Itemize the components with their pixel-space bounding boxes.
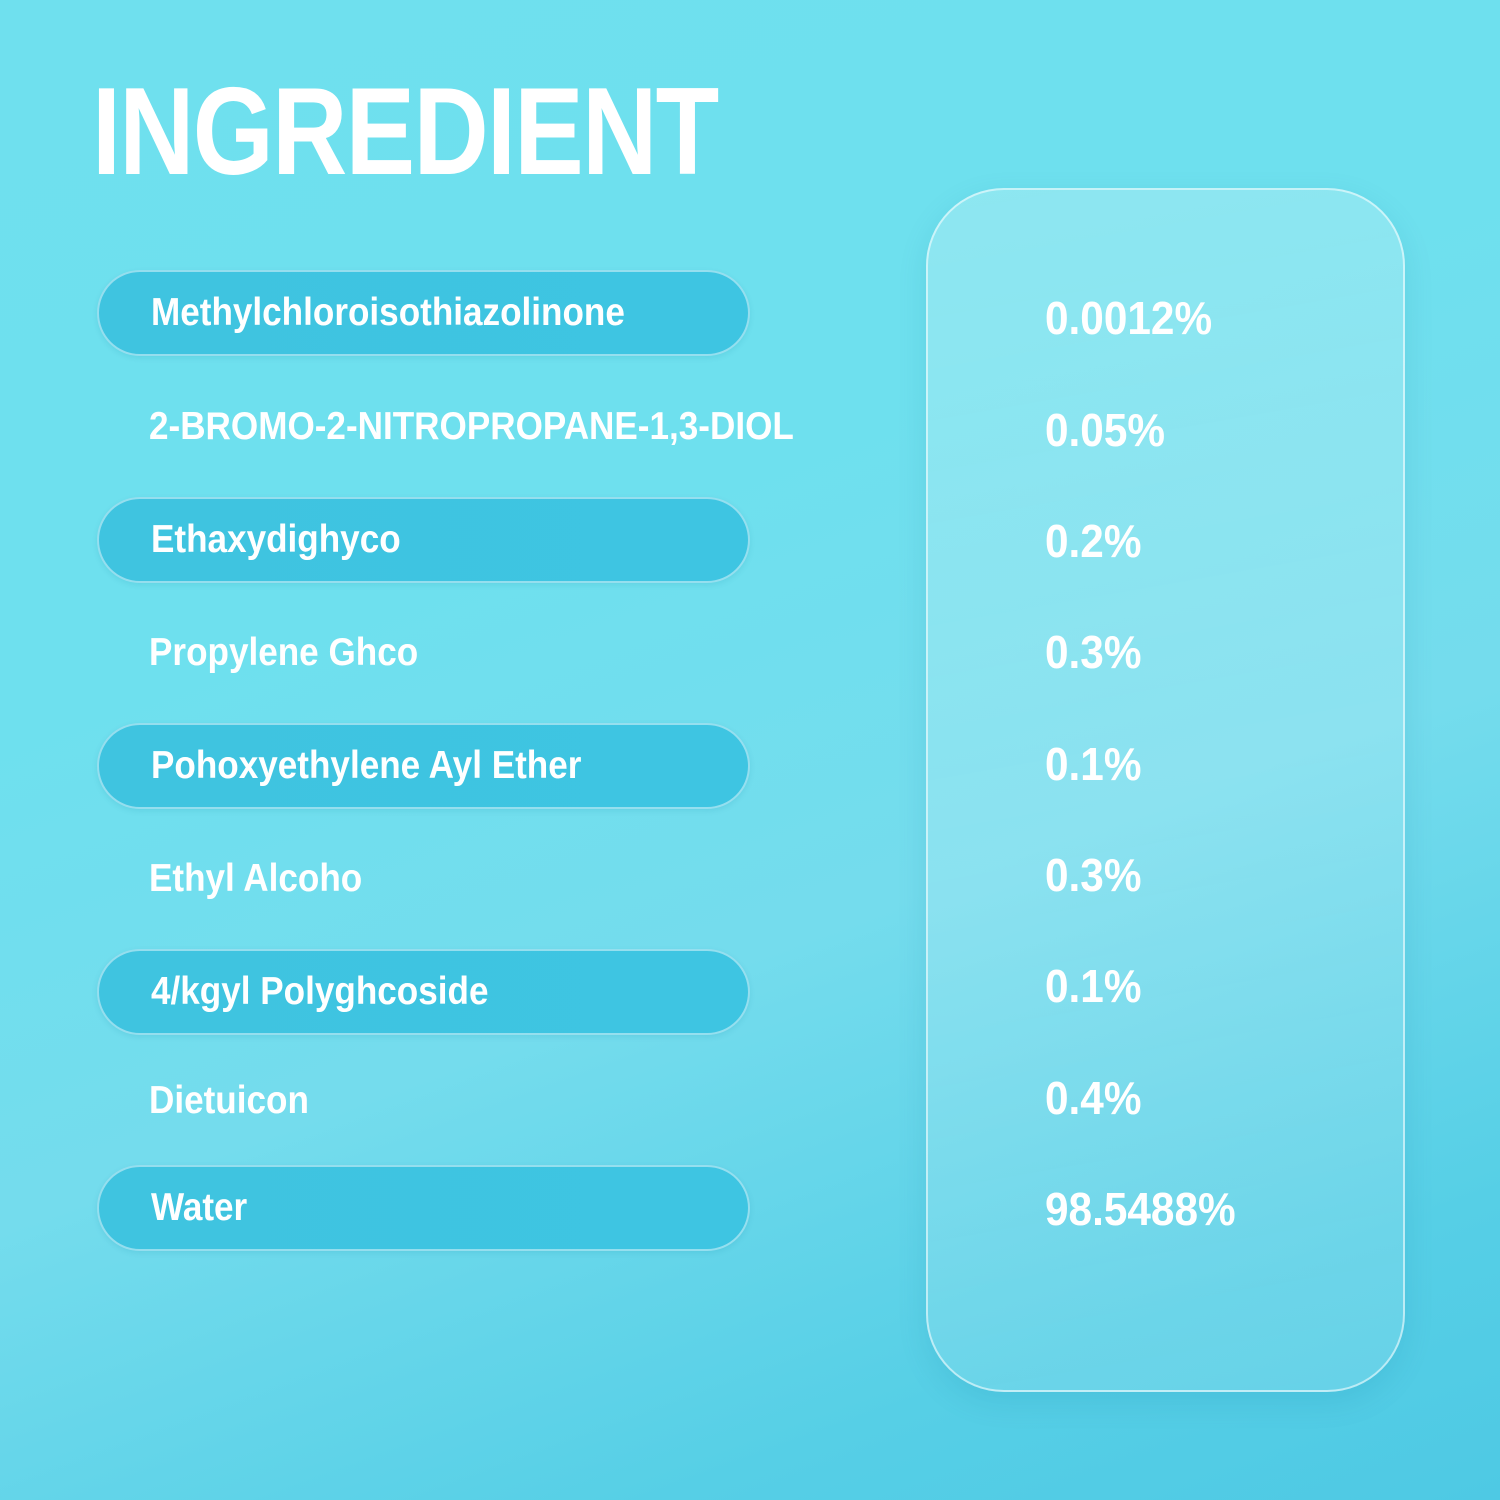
ingredient-percent: 0.1% (1045, 738, 1142, 790)
ingredient-row: Methylchloroisothiazolinone (97, 270, 750, 356)
ingredient-name: 2-BROMO-2-NITROPROPANE-1,3-DIOL (149, 405, 794, 448)
ingredient-row: Dietuicon (97, 1058, 750, 1144)
ingredient-percent: 0.1% (1045, 960, 1142, 1012)
ingredient-percent: 0.2% (1045, 515, 1142, 567)
ingredient-row: Water (97, 1165, 750, 1251)
ingredient-percent: 98.5488% (1045, 1183, 1236, 1235)
ingredient-name: Ethyl Alcoho (149, 857, 363, 900)
ingredient-percent: 0.0012% (1045, 292, 1213, 344)
ingredient-row: Propylene Ghco (97, 610, 750, 696)
ingredient-row: Ethaxydighyco (97, 497, 750, 583)
ingredient-row: 2-BROMO-2-NITROPROPANE-1,3-DIOL (97, 384, 794, 470)
ingredient-percent: 0.3% (1045, 626, 1142, 678)
ingredient-percent: 0.3% (1045, 849, 1142, 901)
ingredient-percent: 0.05% (1045, 404, 1166, 456)
ingredient-name: Methylchloroisothiazolinone (151, 291, 625, 334)
ingredient-percent: 0.4% (1045, 1072, 1142, 1124)
ingredient-name: Pohoxyethylene Ayl Ether (151, 744, 582, 787)
ingredient-name: Dietuicon (149, 1079, 309, 1122)
percentage-panel (926, 188, 1405, 1392)
ingredient-name: Ethaxydighyco (151, 518, 401, 561)
ingredient-name: Propylene Ghco (149, 631, 419, 674)
ingredient-row: 4/kgyl Polyghcoside (97, 949, 750, 1035)
ingredient-name: 4/kgyl Polyghcoside (151, 970, 489, 1013)
page-title: INGREDIENT (92, 63, 719, 201)
ingredient-row: Pohoxyethylene Ayl Ether (97, 723, 750, 809)
ingredient-row: Ethyl Alcoho (97, 836, 750, 922)
ingredient-name: Water (151, 1186, 248, 1229)
